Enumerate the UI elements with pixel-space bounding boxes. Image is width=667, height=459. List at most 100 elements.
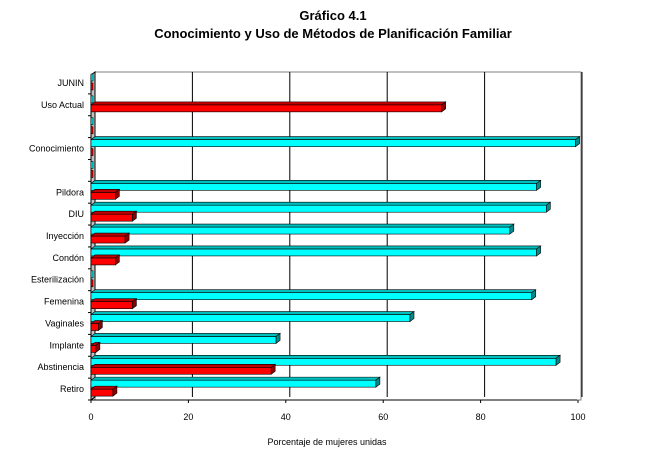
bar bbox=[90, 170, 94, 178]
bar-top bbox=[90, 180, 542, 184]
category-label: Femenina bbox=[44, 297, 84, 307]
bar bbox=[90, 148, 94, 156]
plot-area bbox=[94, 71, 582, 401]
bar-stub bbox=[90, 270, 94, 279]
bar-top bbox=[90, 376, 381, 381]
category-label: Abstinencia bbox=[37, 362, 84, 372]
bar-side bbox=[375, 376, 381, 388]
bar-front bbox=[90, 336, 277, 344]
category-label: Uso Actual bbox=[41, 100, 84, 110]
bar-side bbox=[115, 254, 120, 266]
bar-side bbox=[441, 101, 446, 113]
x-tick-label: 100 bbox=[570, 412, 585, 422]
bar-side bbox=[132, 210, 137, 222]
bar-stub bbox=[90, 148, 94, 156]
bar bbox=[90, 254, 121, 266]
bar bbox=[90, 341, 101, 353]
bar bbox=[90, 354, 561, 366]
bar bbox=[90, 136, 581, 148]
bar-front bbox=[90, 301, 133, 309]
bar-side bbox=[98, 319, 103, 332]
bar bbox=[90, 95, 94, 104]
bar-side bbox=[115, 188, 120, 200]
chart-subtitle: Conocimiento y Uso de Métodos de Planifi… bbox=[154, 26, 512, 41]
bar-front bbox=[90, 366, 272, 375]
bar-top bbox=[90, 354, 561, 359]
bar-front bbox=[90, 104, 442, 113]
bar-front bbox=[90, 139, 576, 147]
bar-side bbox=[531, 289, 537, 301]
bar-top bbox=[90, 201, 552, 206]
bar-side bbox=[575, 136, 580, 148]
bar bbox=[90, 245, 542, 257]
bar bbox=[90, 376, 381, 388]
bar-stub bbox=[90, 126, 94, 135]
bar-top bbox=[90, 210, 138, 215]
bar bbox=[90, 363, 277, 375]
bar bbox=[90, 161, 94, 169]
bar-front bbox=[90, 213, 133, 222]
bar-side bbox=[509, 223, 515, 235]
bar-top bbox=[90, 189, 121, 193]
bar-top bbox=[90, 101, 447, 106]
bar-front bbox=[90, 183, 537, 191]
category-label: Esterilización bbox=[31, 275, 84, 285]
category-label: JUNIN bbox=[58, 78, 85, 88]
axis-floor-edge bbox=[90, 396, 96, 401]
bar-side bbox=[275, 332, 281, 344]
bar bbox=[90, 179, 542, 191]
bar-side bbox=[536, 179, 541, 191]
category-label: Inyección bbox=[46, 231, 84, 241]
bar bbox=[90, 319, 104, 332]
bar-side bbox=[409, 310, 415, 323]
bar bbox=[90, 188, 121, 200]
bar bbox=[90, 101, 447, 113]
bar bbox=[90, 201, 552, 213]
category-label: Pildora bbox=[56, 187, 84, 197]
bar bbox=[90, 279, 94, 288]
x-tick-label: 80 bbox=[476, 412, 486, 422]
bar-front bbox=[90, 388, 114, 397]
bar-side bbox=[124, 232, 130, 244]
category-label: Conocimiento bbox=[29, 144, 84, 154]
bar-top bbox=[90, 232, 130, 237]
bar-stub bbox=[90, 279, 94, 288]
bar-front bbox=[90, 323, 99, 331]
bar bbox=[90, 332, 281, 344]
category-label: Implante bbox=[49, 340, 84, 350]
bar bbox=[90, 210, 138, 222]
bar-top bbox=[90, 254, 121, 259]
bar-stub bbox=[90, 95, 94, 104]
x-tick-label: 20 bbox=[183, 412, 193, 422]
bar-front bbox=[90, 379, 377, 388]
bar bbox=[90, 126, 94, 135]
x-axis-label: Porcentaje de mujeres unidas bbox=[267, 437, 387, 447]
x-axis-ticks: 0 20 40 60 80 100 bbox=[88, 400, 586, 422]
bar bbox=[90, 289, 537, 301]
bar-stub bbox=[90, 117, 94, 126]
bar bbox=[90, 117, 94, 126]
bar-side bbox=[132, 298, 137, 310]
bar-front bbox=[90, 235, 126, 244]
bar bbox=[90, 270, 94, 279]
bar-front bbox=[90, 248, 537, 257]
bar-top bbox=[90, 245, 542, 250]
x-tick-label: 60 bbox=[378, 412, 388, 422]
bar-front bbox=[90, 192, 116, 200]
bar-top bbox=[90, 363, 277, 368]
bar bbox=[90, 82, 94, 91]
bar-side bbox=[95, 341, 101, 353]
bar-stub bbox=[90, 73, 94, 82]
bar-side bbox=[270, 363, 276, 375]
bar-front bbox=[90, 314, 411, 322]
bar-side bbox=[555, 354, 561, 366]
chart-title: Gráfico 4.1 bbox=[299, 8, 366, 23]
bar-top bbox=[90, 333, 281, 337]
category-label: Vaginales bbox=[45, 318, 84, 328]
category-labels: JUNIN Uso Actual Conocimiento Pildora DIU Iny… bbox=[29, 78, 91, 401]
category-label: DIU bbox=[69, 209, 85, 219]
bar bbox=[90, 223, 515, 235]
bar-front bbox=[90, 204, 547, 213]
bar bbox=[90, 310, 415, 323]
